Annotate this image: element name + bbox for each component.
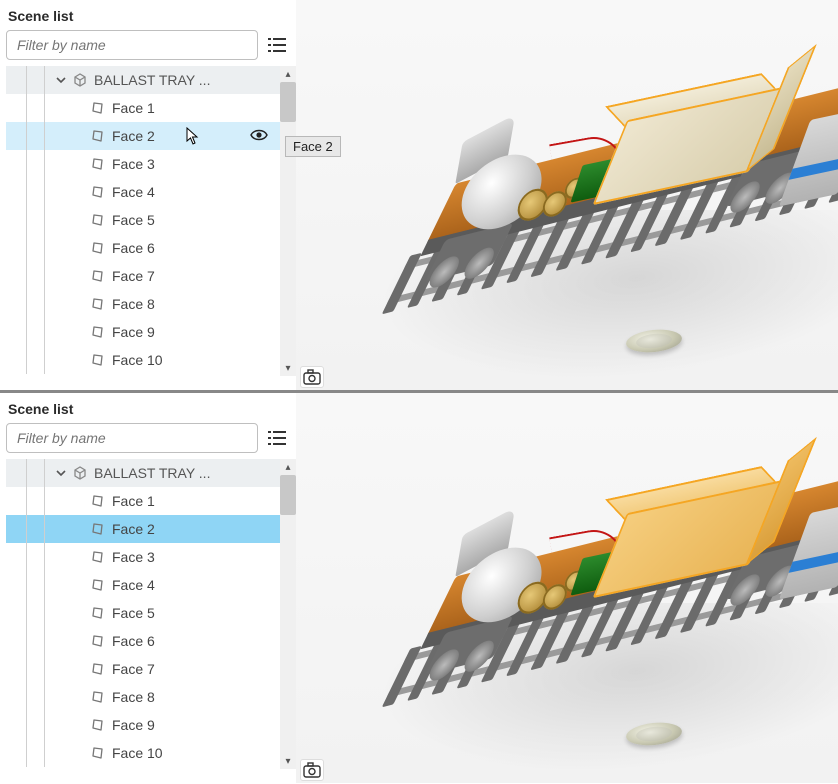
tree-face-row[interactable]: Face 9 (6, 318, 296, 346)
face-icon (90, 184, 106, 200)
tree-face-label: Face 5 (112, 605, 155, 621)
camera-icon[interactable] (300, 366, 324, 388)
tree-face-label: Face 5 (112, 212, 155, 228)
face-icon (90, 212, 106, 228)
tree-face-row[interactable]: Face 3 (6, 543, 296, 571)
tree-face-label: Face 1 (112, 493, 155, 509)
cursor-icon (186, 127, 200, 145)
tree-face-label: Face 2 (112, 128, 155, 144)
tree-parent-label: BALLAST TRAY ... (94, 465, 210, 481)
list-view-icon[interactable] (266, 427, 288, 449)
scroll-down-icon[interactable]: ▾ (280, 753, 296, 769)
3d-scene (296, 393, 838, 783)
tree-face-row[interactable]: Face 9 (6, 711, 296, 739)
scroll-thumb[interactable] (280, 475, 296, 515)
tree-face-row[interactable]: Face 6 (6, 234, 296, 262)
tree-face-row[interactable]: Face 5 (6, 206, 296, 234)
hover-tooltip: Face 2 (285, 136, 341, 157)
tree-face-row[interactable]: Face 8 (6, 290, 296, 318)
part-icon (72, 465, 88, 481)
face-icon (90, 661, 106, 677)
face-icon (90, 156, 106, 172)
tree-face-row[interactable]: Face 2 (6, 515, 296, 543)
tree-face-row[interactable]: Face 4 (6, 571, 296, 599)
tree-face-row[interactable]: Face 7 (6, 655, 296, 683)
tree-face-label: Face 3 (112, 549, 155, 565)
chevron-down-icon[interactable] (54, 73, 68, 87)
panel-title: Scene list (6, 399, 296, 423)
face-icon (90, 100, 106, 116)
3d-viewport[interactable] (296, 393, 838, 783)
face-icon (90, 240, 106, 256)
face-icon (90, 577, 106, 593)
tree-face-label: Face 4 (112, 184, 155, 200)
face-icon (90, 605, 106, 621)
face-icon (90, 745, 106, 761)
tree-face-label: Face 9 (112, 324, 155, 340)
tree-face-row[interactable]: Face 3 (6, 150, 296, 178)
face-icon (90, 689, 106, 705)
tree-scrollbar[interactable]: ▴▾ (280, 459, 296, 769)
scroll-down-icon[interactable]: ▾ (280, 360, 296, 376)
face-icon (90, 268, 106, 284)
face-icon (90, 352, 106, 368)
tree-face-row[interactable]: Face 1 (6, 94, 296, 122)
filter-input[interactable] (6, 423, 258, 453)
face-icon (90, 521, 106, 537)
tree-face-row[interactable]: Face 10 (6, 739, 296, 767)
face-icon (90, 549, 106, 565)
face-icon (90, 633, 106, 649)
tree-face-label: Face 9 (112, 717, 155, 733)
tree-face-label: Face 7 (112, 661, 155, 677)
tree-face-row[interactable]: Face 7 (6, 262, 296, 290)
tree-face-label: Face 2 (112, 521, 155, 537)
tree-face-row[interactable]: Face 10 (6, 346, 296, 374)
tree-face-label: Face 7 (112, 268, 155, 284)
list-view-icon[interactable] (266, 34, 288, 56)
face-icon (90, 296, 106, 312)
tree-face-row[interactable]: Face 1 (6, 487, 296, 515)
face-icon (90, 717, 106, 733)
tree-face-label: Face 10 (112, 745, 163, 761)
scroll-thumb[interactable] (280, 82, 296, 122)
tree-parent-row[interactable]: BALLAST TRAY ... (6, 66, 296, 94)
tree-parent-label: BALLAST TRAY ... (94, 72, 210, 88)
scene-list-panel: Scene list BALLAST TRAY ... Face 1 Face 2 Fa… (0, 393, 296, 783)
tree-face-label: Face 6 (112, 633, 155, 649)
visibility-eye-icon[interactable] (250, 128, 268, 144)
3d-viewport[interactable] (296, 0, 838, 390)
tree-face-label: Face 8 (112, 296, 155, 312)
panel-title: Scene list (6, 6, 296, 30)
tree-face-row[interactable]: Face 4 (6, 178, 296, 206)
scene-tree: BALLAST TRAY ... Face 1 Face 2 Face 3 Face 4… (6, 66, 296, 376)
scroll-up-icon[interactable]: ▴ (280, 459, 296, 475)
scene-list-panel: Scene list BALLAST TRAY ... Face 1 Face 2 Fa… (0, 0, 296, 390)
tree-face-label: Face 8 (112, 689, 155, 705)
tree-face-label: Face 1 (112, 100, 155, 116)
face-icon (90, 493, 106, 509)
tree-face-label: Face 4 (112, 577, 155, 593)
tree-face-row[interactable]: Face 5 (6, 599, 296, 627)
scene-tree: BALLAST TRAY ... Face 1 Face 2 Face 3 Face 4… (6, 459, 296, 769)
scroll-up-icon[interactable]: ▴ (280, 66, 296, 82)
tree-face-row[interactable]: Face 8 (6, 683, 296, 711)
tree-scrollbar[interactable]: ▴▾ (280, 66, 296, 376)
filter-input[interactable] (6, 30, 258, 60)
camera-icon[interactable] (300, 759, 324, 781)
tree-face-row[interactable]: Face 6 (6, 627, 296, 655)
face-icon (90, 324, 106, 340)
tree-face-label: Face 6 (112, 240, 155, 256)
tree-face-label: Face 10 (112, 352, 163, 368)
3d-scene (296, 0, 838, 390)
chevron-down-icon[interactable] (54, 466, 68, 480)
part-icon (72, 72, 88, 88)
tree-face-row[interactable]: Face 2 (6, 122, 296, 150)
tree-parent-row[interactable]: BALLAST TRAY ... (6, 459, 296, 487)
face-icon (90, 128, 106, 144)
tree-face-label: Face 3 (112, 156, 155, 172)
